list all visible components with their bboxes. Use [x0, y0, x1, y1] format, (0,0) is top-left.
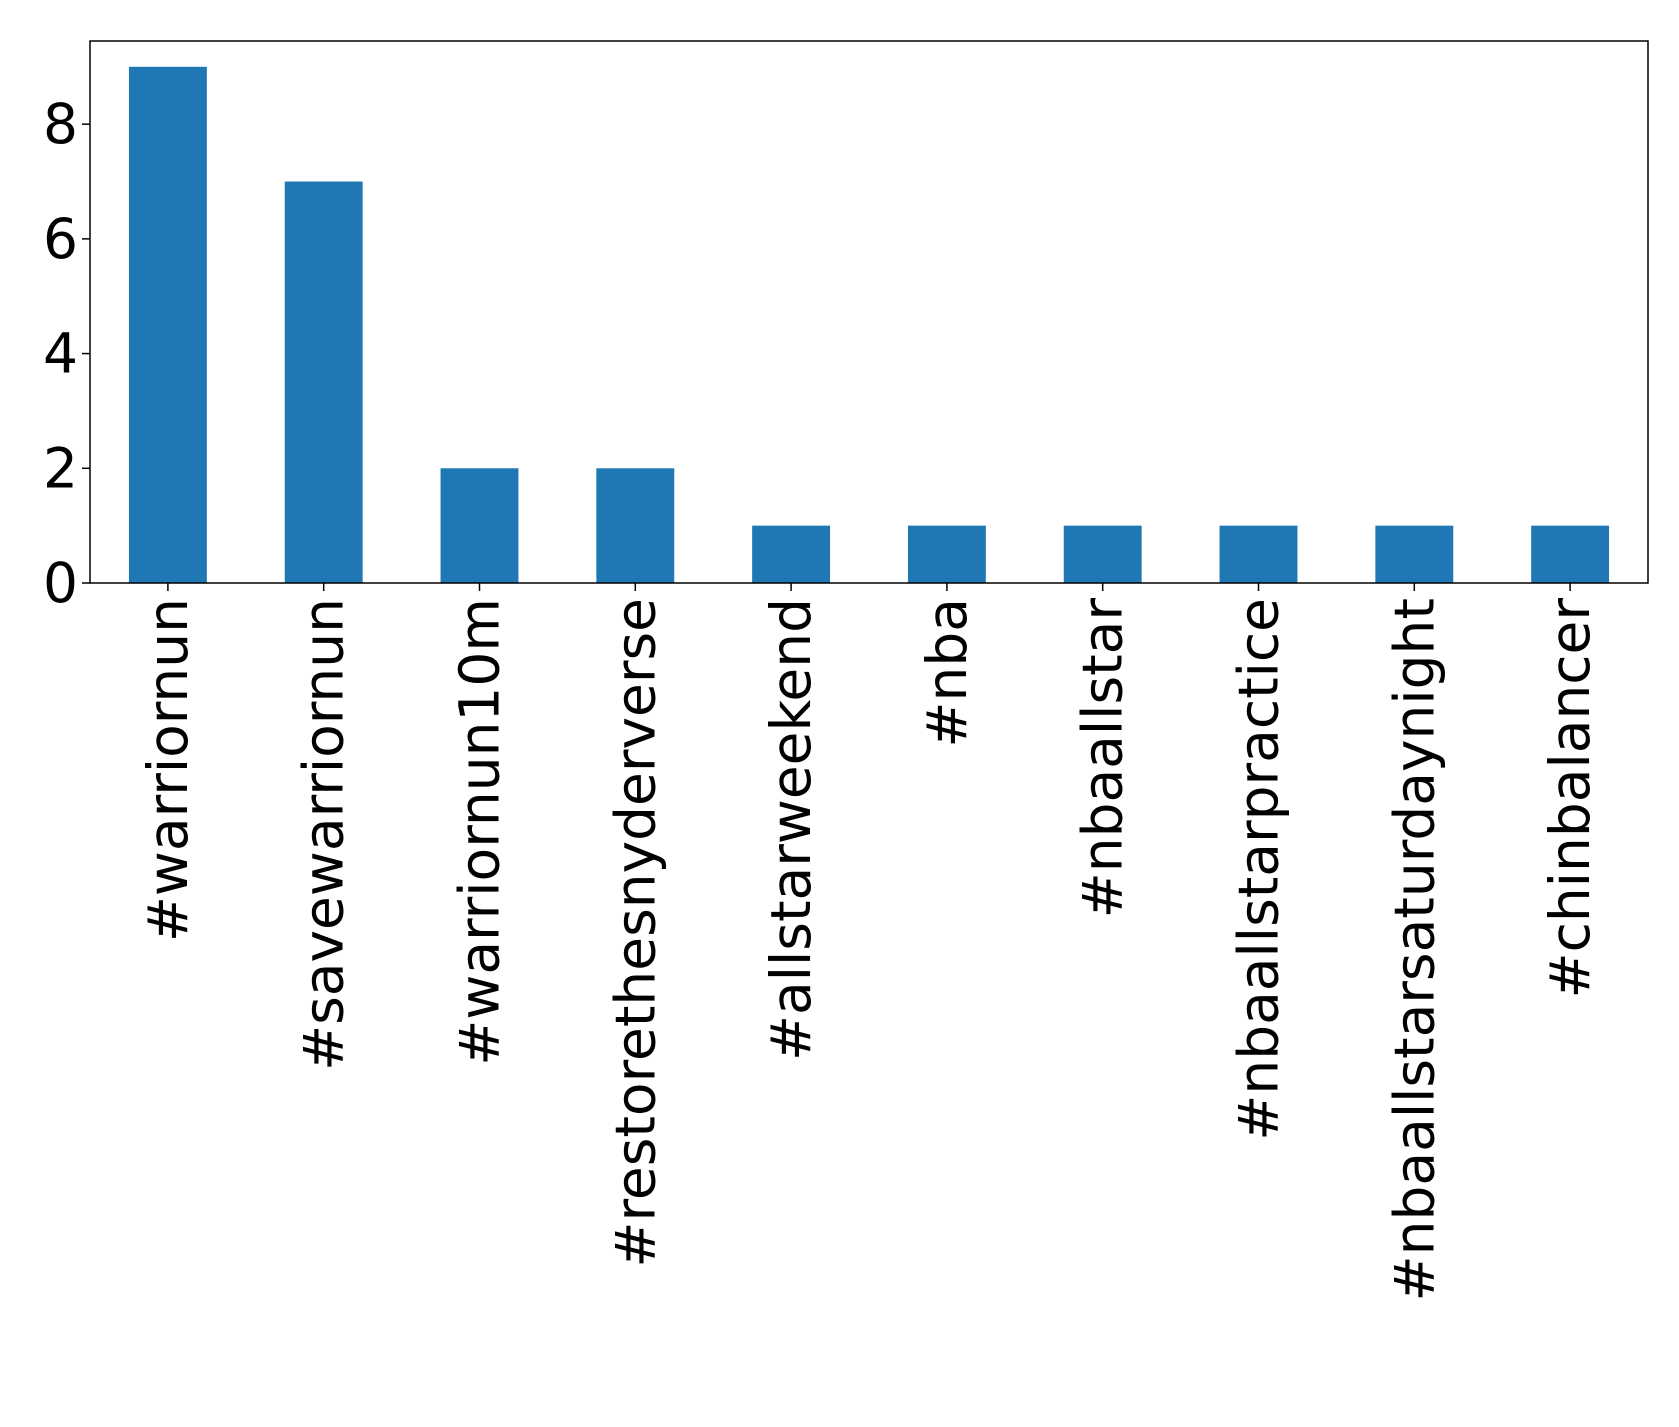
y-tick-label: 4: [43, 322, 78, 386]
x-tick-label: #nba: [915, 598, 979, 748]
x-tick-label: #nbaallstar: [1071, 598, 1135, 919]
bar-5: [907, 525, 986, 583]
x-tick-label: #warriornun10m: [448, 598, 512, 1066]
bar-2: [440, 468, 519, 583]
bar-8: [1375, 525, 1454, 583]
x-tick-label: #allstarweekend: [759, 598, 823, 1061]
x-axis: #warriornun #savewarriornun #warriornun10m…: [136, 583, 1602, 1301]
x-tick-label: #savewarriornun: [292, 598, 356, 1071]
bar-6: [1063, 525, 1142, 583]
x-tick-label: #warriornun: [136, 598, 200, 942]
x-tick-label: #restorethesnyderverse: [603, 598, 667, 1268]
y-tick-label: 2: [43, 436, 78, 500]
x-tick-label: #nbaallstarpractice: [1227, 598, 1291, 1141]
bar-9: [1531, 525, 1610, 583]
bar-4: [752, 525, 831, 583]
bars-group: [128, 66, 1610, 584]
y-tick-label: 6: [43, 207, 78, 271]
bar-3: [596, 468, 675, 583]
y-tick-label: 0: [43, 551, 78, 615]
bar-7: [1219, 525, 1298, 583]
bar-0: [128, 66, 207, 584]
y-tick-label: 8: [43, 92, 78, 156]
x-tick-label: #chinbalancer: [1538, 598, 1602, 999]
bar-1: [284, 181, 363, 583]
plot-frame: [89, 40, 1649, 584]
y-axis: 0 2 4 6 8: [43, 92, 90, 615]
x-tick-label: #nbaallstarsaturdaynight: [1382, 598, 1446, 1301]
